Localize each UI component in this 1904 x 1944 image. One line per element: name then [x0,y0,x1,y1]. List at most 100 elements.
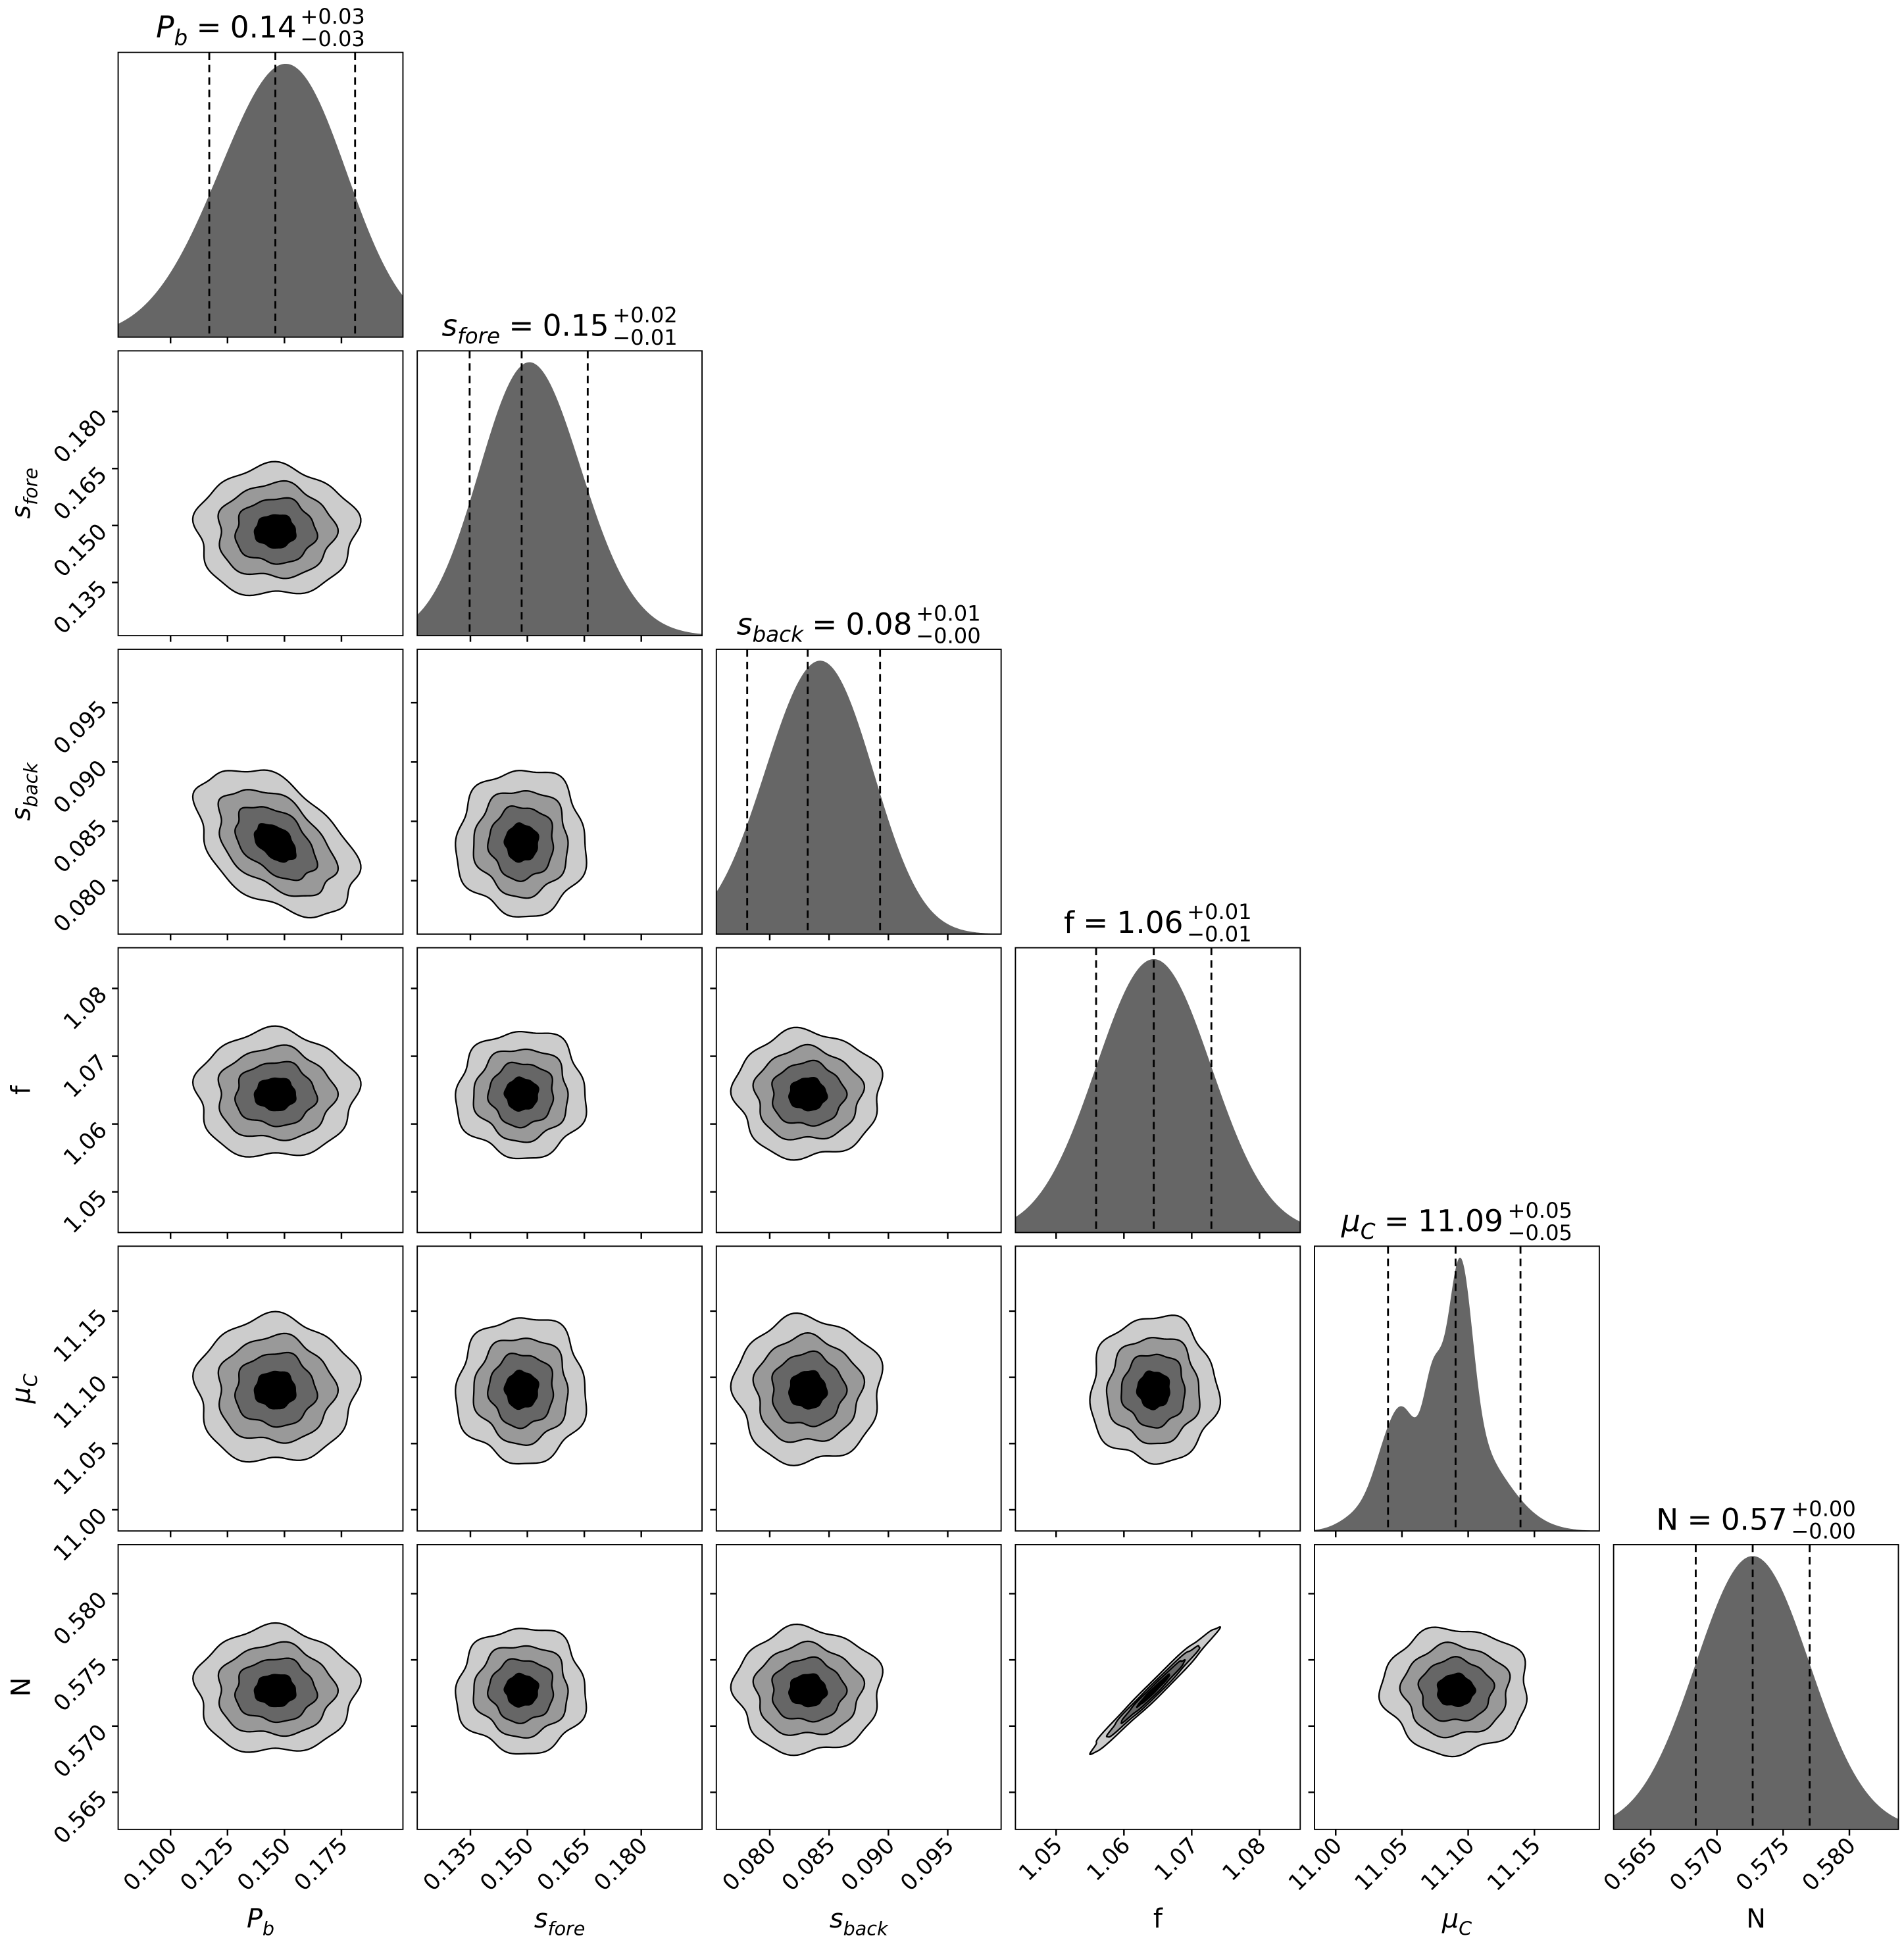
contour-level-4 [788,1673,828,1708]
title-equals: = [196,10,221,45]
panel-frame [416,649,703,935]
y-tick-label: 0.570 [49,1719,113,1783]
x-tick-label: 0.090 [836,1832,900,1896]
panel-title-s_back: sback = 0.08 +0.01−0.00 [737,601,981,648]
x-tick-label: 0.165 [532,1832,596,1896]
histogram-area-P_b [118,63,403,337]
y-tick-label: 11.10 [49,1370,113,1434]
y-axis-label-s_back: sback [6,762,41,821]
x-tick-label: 11.10 [1416,1832,1480,1896]
label-subscript: fore [457,324,500,349]
label-subscript: back [20,762,42,807]
title-value: 0.14 [230,10,297,45]
histogram-area-mu_C [1315,1257,1599,1532]
label-subscript: back [752,622,804,647]
contour-panel-mu_C-vs-N: 11.00 11.05 11.10 11.15 [1284,1544,1600,1897]
panel-title-N: N = 0.57 +0.00−0.00 [1656,1496,1856,1543]
x-tick-label: 0.100 [118,1832,182,1896]
y-axis-label-mu_C: μC [6,1374,41,1404]
label-symbol: μ [1341,1204,1361,1239]
label-symbol: N [1656,1502,1678,1537]
x-axis-label-s_back: sback [830,1904,889,1939]
histogram-area-s_fore [417,362,703,636]
contour-level-4 [1136,1673,1170,1708]
x-tick-label: 0.175 [289,1832,353,1896]
label-symbol: s [534,1904,548,1934]
y-tick-label: 1.07 [59,1049,113,1103]
y-axis-label-N: N [6,1678,36,1697]
y-axis-label-f: f [6,1085,36,1095]
title-minus-error: −0.03 [300,26,364,51]
title-main: μC = 11.09 [1341,1204,1503,1244]
label-symbol: μ [6,1387,36,1404]
x-axis-label-f: f [1153,1904,1163,1934]
histogram-area-N [1613,1556,1899,1830]
contour-level-4 [503,1076,539,1112]
panel-frame [416,1245,703,1532]
title-plus-error: +0.01 [916,601,980,626]
x-axis-label-P_b: Pb [247,1904,274,1939]
y-tick-label: 0.095 [49,696,113,760]
contour-level-4 [253,1370,297,1410]
label-subscript: C [20,1374,42,1387]
contour-level-4 [503,1369,539,1410]
x-tick-label: 11.15 [1482,1832,1546,1896]
x-tick-label: 11.00 [1284,1832,1347,1896]
x-tick-label: 0.125 [175,1832,239,1896]
title-equals: = [1687,1502,1712,1537]
y-tick-label: 1.05 [59,1185,113,1239]
x-tick-label: 0.180 [589,1832,653,1896]
x-tick-label: 0.565 [1599,1832,1663,1896]
title-value: 0.15 [543,309,609,343]
title-main: sfore = 0.15 [441,309,609,349]
label-symbol: P [247,1904,263,1934]
x-tick-label: 1.05 [1014,1832,1068,1886]
title-equals: = [509,309,534,343]
title-value: 11.09 [1418,1204,1503,1239]
title-main: f = 1.06 [1064,905,1183,940]
label-symbol: s [441,309,457,343]
y-axis-label-s_fore: sfore [6,468,41,519]
contour-level-4 [253,1674,297,1708]
title-equals: = [1083,905,1108,940]
title-minus-error: −0.01 [613,325,677,350]
panel-title-P_b: Pb = 0.14 +0.03−0.03 [156,4,365,51]
y-tick-label: 0.580 [49,1587,113,1651]
label-symbol: f [1153,1904,1163,1934]
histogram-panel-P_b: Pb = 0.14 +0.03−0.03 [117,4,404,343]
panel-frame [715,1245,1002,1532]
x-tick-label: 0.575 [1731,1832,1795,1896]
panel-frame [1015,947,1301,1234]
panel-frame [1613,1544,1899,1830]
contour-level-4 [1436,1672,1476,1707]
panel-frame [117,649,404,935]
x-tick-label: 0.580 [1797,1832,1861,1896]
title-main: sback = 0.08 [737,607,913,647]
panel-frame [715,649,1002,935]
y-tick-label: 0.085 [49,814,113,878]
x-axis-label-N: N [1746,1904,1766,1934]
title-plus-error: +0.02 [613,303,677,328]
panel-frame [117,947,404,1234]
x-tick-label: 0.150 [232,1832,296,1896]
label-subscript: fore [548,1918,586,1940]
title-equals: = [812,607,837,641]
x-tick-label: 1.06 [1082,1832,1136,1886]
panel-frame [1015,1544,1301,1830]
y-tick-label: 0.575 [49,1653,113,1717]
label-subscript: C [1361,1219,1376,1244]
title-main: N = 0.57 [1656,1502,1787,1537]
histogram-area-s_back [716,660,1001,934]
contour-level-4 [503,822,539,863]
y-tick-label: 11.05 [49,1437,113,1501]
x-tick-label: 0.135 [418,1832,482,1896]
title-main: Pb = 0.14 [156,10,297,50]
title-value: 0.57 [1721,1502,1788,1537]
contour-level-4 [788,1076,828,1112]
x-axis-label-mu_C: μC [1441,1904,1472,1939]
panel-title-f: f = 1.06 +0.01−0.01 [1064,899,1252,947]
label-symbol: f [6,1085,36,1095]
contour-panel-f-vs-mu_C [1009,1245,1301,1537]
